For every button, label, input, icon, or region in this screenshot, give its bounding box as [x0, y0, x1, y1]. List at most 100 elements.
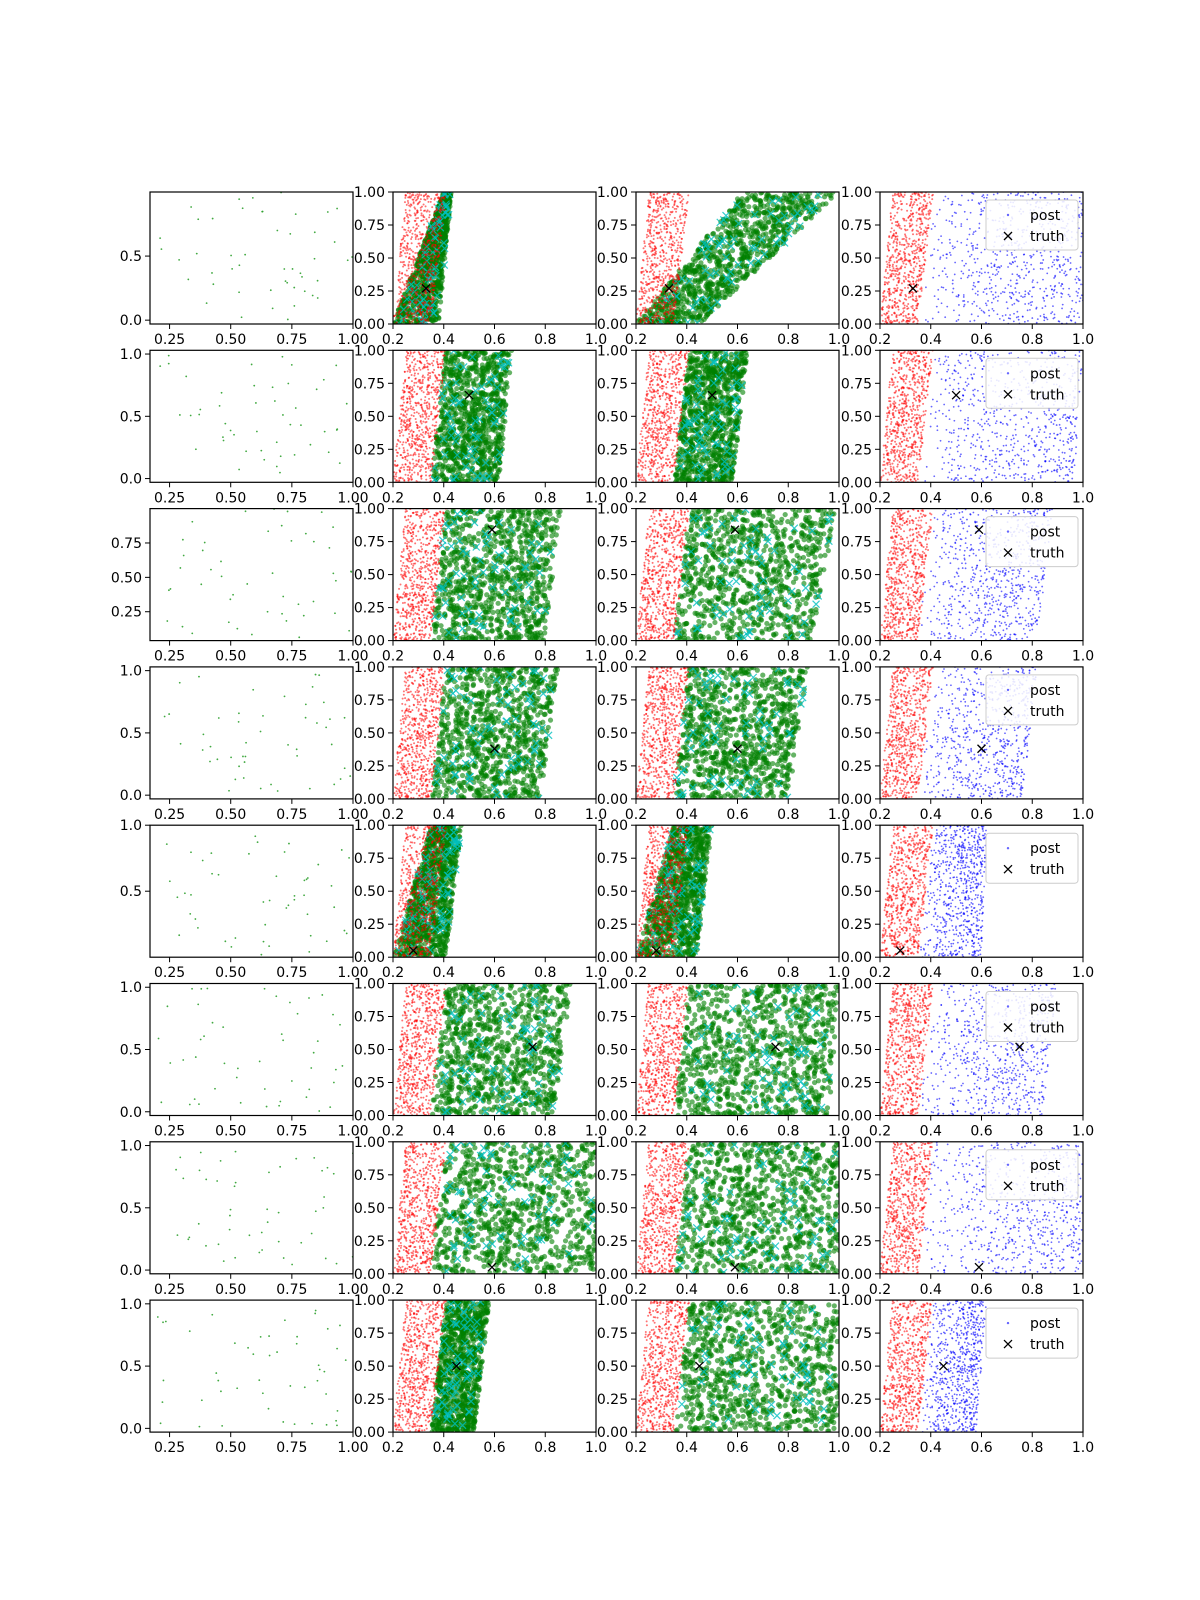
post-point [1029, 254, 1032, 257]
prior-point [410, 264, 413, 267]
posterior-point [823, 201, 829, 207]
scatter-point [346, 259, 349, 262]
prior-point [410, 242, 413, 245]
prior-point [881, 306, 884, 309]
prior-point [652, 196, 655, 199]
prior-point [646, 255, 649, 258]
prior-point [425, 210, 428, 213]
prior-point [912, 267, 915, 270]
prior-point [908, 316, 911, 319]
post-point [974, 285, 977, 288]
prior-point [915, 297, 918, 300]
sample-marker [439, 239, 448, 247]
prior-point [644, 281, 647, 284]
prior-point [432, 270, 435, 273]
sample-marker [685, 277, 694, 285]
posterior-point [816, 202, 823, 208]
x-tick-label: 0.6 [726, 332, 748, 348]
post-point [1051, 293, 1054, 296]
prior-point [656, 232, 659, 235]
post-point [980, 251, 983, 254]
prior-point [434, 266, 437, 269]
prior-point [672, 293, 675, 296]
scatter-point [211, 217, 214, 220]
prior-point [657, 276, 660, 279]
posterior-point [732, 207, 738, 214]
prior-point [915, 198, 918, 201]
y-tick-label: 0.75 [597, 218, 628, 234]
prior-point [673, 296, 676, 299]
prior-point [395, 311, 398, 314]
prior-point [411, 198, 414, 201]
post-point [1070, 307, 1073, 310]
post-point [990, 266, 993, 269]
posterior-point [734, 240, 740, 246]
posterior-point [708, 244, 714, 250]
post-point [1061, 269, 1063, 272]
posterior-point [710, 230, 717, 237]
prior-point [652, 289, 655, 292]
prior-point [898, 224, 901, 227]
prior-point [917, 238, 920, 241]
prior-point [428, 253, 431, 256]
prior-point [898, 241, 901, 244]
prior-point [903, 193, 906, 196]
post-point [980, 309, 983, 312]
post-point [1058, 198, 1061, 200]
posterior-point [712, 294, 718, 301]
prior-point [670, 211, 673, 214]
post-point [1074, 278, 1077, 281]
prior-point [663, 227, 666, 230]
post-point [1024, 290, 1027, 293]
prior-point [439, 217, 442, 220]
prior-point [886, 272, 889, 275]
prior-point [674, 301, 677, 304]
prior-point [431, 266, 434, 269]
post-point [944, 316, 947, 319]
post-point [1044, 305, 1047, 308]
prior-point [653, 256, 656, 259]
post-point [988, 276, 991, 279]
prior-point [414, 259, 417, 262]
prior-point [656, 204, 659, 207]
prior-point [660, 217, 663, 220]
prior-point [435, 218, 438, 221]
prior-point [443, 208, 446, 211]
prior-point [405, 255, 408, 258]
prior-point [417, 238, 420, 241]
prior-point [894, 302, 897, 305]
sample-marker [810, 202, 819, 210]
prior-point [420, 219, 423, 222]
post-point [1000, 265, 1003, 267]
prior-point [431, 244, 434, 247]
prior-point [897, 276, 900, 279]
post-point [1080, 202, 1083, 205]
post-point [996, 313, 999, 316]
prior-point [412, 312, 415, 315]
prior-point [648, 224, 651, 227]
prior-point [904, 314, 907, 317]
prior-point [423, 246, 426, 249]
prior-point [900, 267, 903, 270]
prior-point [895, 267, 898, 270]
posterior-point [722, 280, 728, 286]
post-point [976, 247, 979, 250]
prior-point [907, 253, 910, 256]
prior-point [888, 299, 891, 302]
post-point [1074, 321, 1077, 324]
prior-point [902, 262, 905, 265]
post-point [1031, 300, 1034, 303]
post-point [944, 195, 947, 198]
prior-point [647, 215, 650, 218]
prior-point [406, 313, 409, 316]
prior-point [440, 202, 443, 205]
x-tick-label: 0.8 [1021, 332, 1043, 348]
prior-point [915, 251, 918, 254]
prior-point [918, 269, 921, 272]
posterior-point [729, 229, 735, 235]
prior-point [919, 202, 922, 205]
prior-point [444, 195, 447, 198]
prior-point [667, 192, 670, 195]
prior-point [403, 284, 406, 287]
prior-point [440, 199, 443, 202]
